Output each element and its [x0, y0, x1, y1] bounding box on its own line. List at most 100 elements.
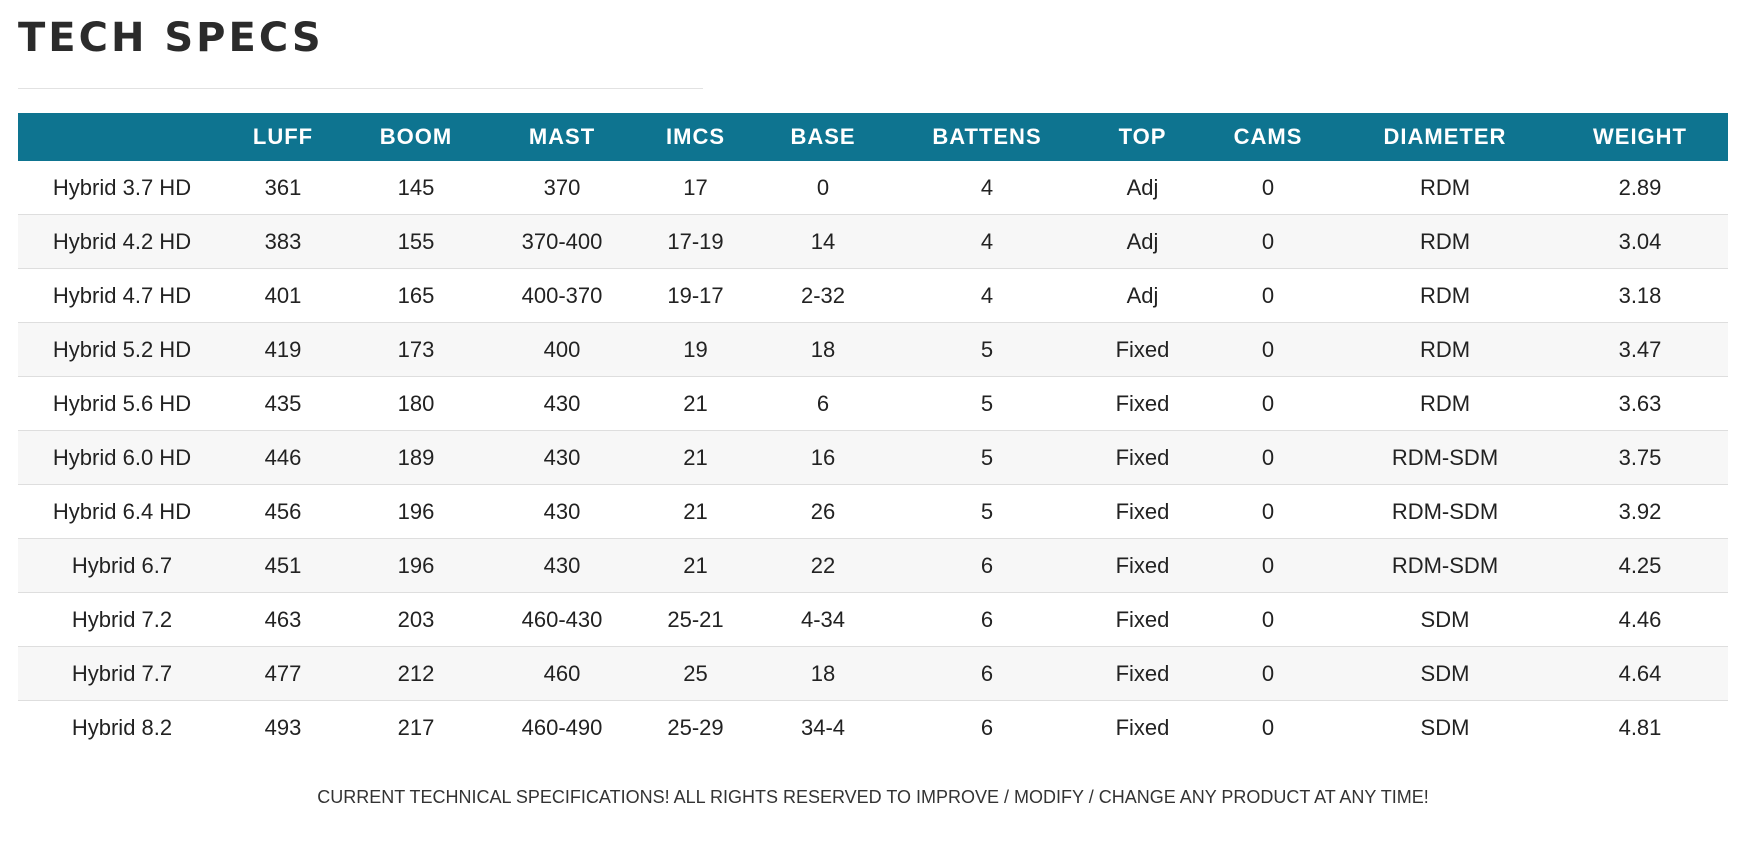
cell-mast: 460-490	[521, 714, 603, 740]
cell-top: Adj	[1087, 161, 1198, 215]
cell-cams: 0	[1198, 484, 1338, 539]
cell-luff: 435	[226, 376, 340, 431]
column-header-base: BASE	[790, 124, 856, 149]
cell-base: 18	[759, 322, 887, 377]
cell-boom: 173	[340, 322, 492, 377]
cell-base: 2-32	[759, 268, 887, 323]
table-row: Hybrid 5.6 HD 435 180 430 21 6 5 Fixed 0 RDM 3.63	[18, 376, 1728, 431]
page-title: TECH SPECS	[18, 15, 324, 61]
cell-luff: 477	[226, 646, 340, 701]
cell-boom: 196	[340, 484, 492, 539]
cell-model: Hybrid 3.7 HD	[18, 161, 226, 215]
cell-mast: 370	[492, 161, 632, 215]
cell-luff: 401	[226, 268, 340, 323]
cell-weight: 4.64	[1552, 646, 1728, 701]
cell-imcs: 19	[632, 322, 759, 377]
cell-mast: 430	[492, 538, 632, 593]
cell-model: Hybrid 5.2 HD	[18, 322, 226, 377]
cell-boom: 212	[340, 646, 492, 701]
cell-luff: 383	[226, 214, 340, 269]
cell-weight: 3.75	[1552, 430, 1728, 485]
cell-base: 16	[759, 430, 887, 485]
cell-top: Fixed	[1087, 376, 1198, 431]
cell-diameter: RDM	[1338, 322, 1552, 377]
cell-model: Hybrid 5.6 HD	[18, 376, 226, 431]
column-header-weight: WEIGHT	[1593, 124, 1687, 149]
column-header-model	[18, 113, 226, 161]
cell-imcs: 21	[632, 538, 759, 593]
table-header: LUFF BOOM MAST IMCS BASE BATTENS TOP CAMS DIAMET…	[18, 113, 1728, 161]
cell-base: 22	[759, 538, 887, 593]
cell-top: Fixed	[1087, 430, 1198, 485]
table-row: Hybrid 8.2 493 217 460-490 25-29 34-4 6 Fixed 0 S…	[18, 701, 1728, 755]
table-row: Hybrid 6.0 HD 446 189 430 21 16 5 Fixed 0 RDM-SDM…	[18, 430, 1728, 485]
cell-base: 14	[759, 214, 887, 269]
cell-weight: 2.89	[1552, 161, 1728, 215]
table-row: Hybrid 3.7 HD 361 145 370 17 0 4 Adj 0 RDM 2.89	[18, 161, 1728, 215]
cell-diameter: RDM-SDM	[1338, 538, 1552, 593]
cell-boom: 203	[340, 592, 492, 647]
cell-model: Hybrid 6.0 HD	[18, 430, 226, 485]
cell-mast: 460-430	[492, 592, 632, 647]
cell-weight: 3.63	[1552, 376, 1728, 431]
cell-cams: 0	[1261, 714, 1275, 740]
cell-imcs: 25	[632, 646, 759, 701]
cell-top: Fixed	[1087, 538, 1198, 593]
cell-diameter: RDM	[1338, 376, 1552, 431]
cell-luff: 493	[264, 714, 302, 740]
cell-weight: 3.92	[1552, 484, 1728, 539]
column-header-boom: BOOM	[379, 124, 453, 149]
cell-battens: 6	[887, 538, 1087, 593]
cell-model: Hybrid 8.2	[71, 714, 173, 740]
cell-model: Hybrid 7.2	[18, 592, 226, 647]
cell-imcs: 21	[632, 430, 759, 485]
cell-imcs: 17-19	[632, 214, 759, 269]
specs-disclaimer: CURRENT TECHNICAL SPECIFICATIONS! ALL RI…	[317, 787, 1429, 807]
cell-luff: 419	[226, 322, 340, 377]
cell-cams: 0	[1198, 376, 1338, 431]
cell-diameter: SDM	[1338, 592, 1552, 647]
cell-mast: 400	[492, 322, 632, 377]
cell-mast: 430	[492, 376, 632, 431]
cell-weight: 4.46	[1552, 592, 1728, 647]
cell-diameter: RDM-SDM	[1338, 484, 1552, 539]
cell-luff: 451	[226, 538, 340, 593]
cell-diameter: SDM	[1420, 714, 1470, 740]
cell-battens: 4	[887, 268, 1087, 323]
cell-battens: 6	[980, 714, 994, 740]
cell-top: Fixed	[1087, 322, 1198, 377]
cell-model: Hybrid 4.7 HD	[18, 268, 226, 323]
title-divider	[18, 88, 703, 89]
cell-cams: 0	[1198, 322, 1338, 377]
cell-cams: 0	[1198, 430, 1338, 485]
cell-cams: 0	[1198, 161, 1338, 215]
cell-model: Hybrid 4.2 HD	[18, 214, 226, 269]
column-header-imcs: IMCS	[666, 124, 725, 149]
table-row: Hybrid 6.7 451 196 430 21 22 6 Fixed 0 RDM-SDM 4.2…	[18, 538, 1728, 593]
cell-luff: 361	[226, 161, 340, 215]
cell-top: Adj	[1087, 214, 1198, 269]
table-row: Hybrid 4.7 HD 401 165 400-370 19-17 2-32 4 Adj 0…	[18, 268, 1728, 323]
cell-imcs: 25-21	[632, 592, 759, 647]
cell-luff: 446	[226, 430, 340, 485]
cell-diameter: SDM	[1338, 646, 1552, 701]
cell-battens: 4	[887, 214, 1087, 269]
cell-diameter: RDM-SDM	[1338, 430, 1552, 485]
cell-base: 18	[759, 646, 887, 701]
cell-mast: 430	[492, 484, 632, 539]
cell-imcs: 21	[632, 376, 759, 431]
cell-top: Fixed	[1087, 484, 1198, 539]
cell-diameter: RDM	[1338, 268, 1552, 323]
cell-weight: 3.18	[1552, 268, 1728, 323]
column-header-cams: CAMS	[1233, 124, 1303, 149]
cell-weight: 3.47	[1552, 322, 1728, 377]
column-header-battens: BATTENS	[932, 124, 1042, 149]
cell-battens: 5	[887, 376, 1087, 431]
cell-weight: 3.04	[1552, 214, 1728, 269]
cell-base: 0	[759, 161, 887, 215]
cell-luff: 463	[226, 592, 340, 647]
cell-imcs: 25-29	[667, 714, 724, 740]
cell-top: Fixed	[1087, 592, 1198, 647]
cell-boom: 189	[340, 430, 492, 485]
cell-boom: 180	[340, 376, 492, 431]
